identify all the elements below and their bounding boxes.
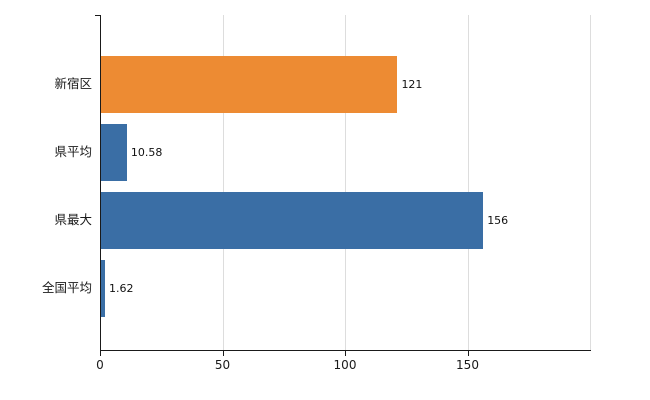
y-axis [100,15,101,351]
value-label-0: 121 [401,78,423,91]
x-tick-100 [345,351,346,356]
y-axis-top-tick [95,15,100,16]
bar-3 [101,259,105,317]
gridline-100 [345,15,346,350]
x-tick-label-150: 150 [456,358,479,372]
x-tick-label-0: 0 [96,358,104,372]
x-tick-50 [222,351,224,356]
x-axis [100,350,591,351]
x-tick-label-100: 100 [333,358,357,372]
value-label-2: 156 [487,214,509,227]
gridline-50 [222,15,224,350]
bar-1 [101,123,127,181]
bar-0 [101,55,398,113]
gridline-150 [467,15,469,350]
x-tick-label-50: 50 [214,358,231,372]
bar-2 [101,191,484,249]
category-label-3: 全国平均 [41,280,92,295]
x-tick-0 [100,351,101,356]
value-label-1: 10.58 [130,146,163,159]
category-label-0: 新宿区 [54,76,92,91]
category-label-2: 県最大 [54,212,92,227]
x-tick-150 [467,351,469,356]
value-label-3: 1.62 [108,282,134,295]
category-label-1: 県平均 [54,144,92,159]
gridline-200 [590,15,591,350]
